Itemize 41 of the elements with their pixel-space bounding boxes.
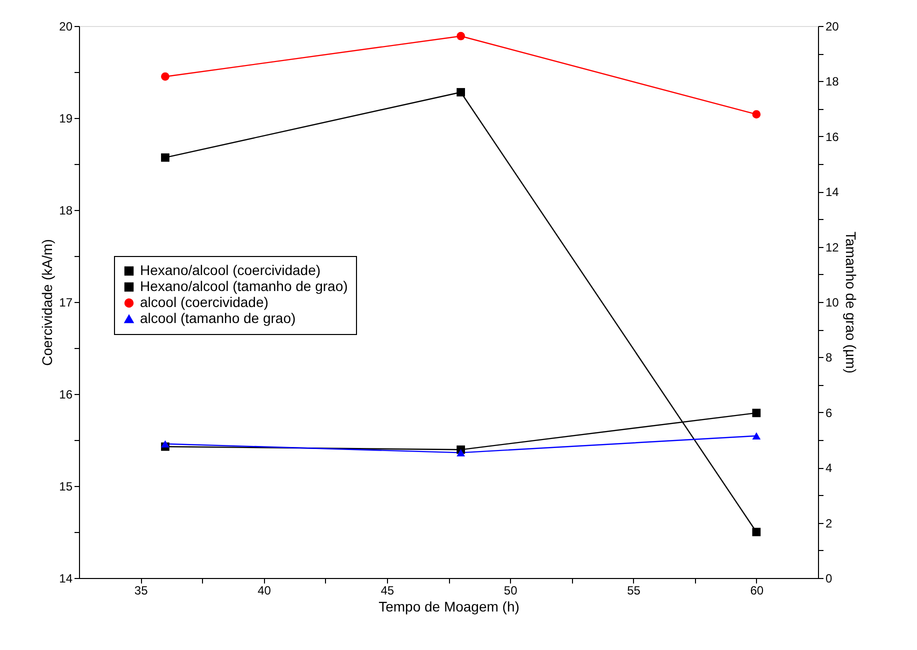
y-axis-title: Coercividade (kA/m) <box>39 239 56 366</box>
legend-label: Hexano/alcool (tamanho de grao) <box>140 278 348 294</box>
y2-tick-label: 12 <box>826 240 840 254</box>
x-tick-label: 50 <box>504 584 518 598</box>
point <box>456 449 465 456</box>
point <box>752 408 761 418</box>
y2-tick-label: 16 <box>826 130 840 144</box>
y-tick-label: 16 <box>59 388 73 402</box>
y2-tick-label: 8 <box>826 350 832 365</box>
y2-tick-label: 6 <box>826 406 832 420</box>
y-tick-label: 15 <box>59 480 73 494</box>
y-tick-label: 19 <box>59 112 73 126</box>
point <box>456 88 465 96</box>
point <box>161 72 170 81</box>
y2-tick-label: 18 <box>826 74 840 89</box>
legend-label: Hexano/alcool (coercividade) <box>140 262 321 278</box>
x-tick-label: 40 <box>258 584 272 598</box>
y2-tick-label: 10 <box>826 296 840 310</box>
point <box>456 32 465 40</box>
y2-axis-title: Tamanho de grao (µm) <box>842 232 859 374</box>
y2-tick-label: 20 <box>826 20 840 34</box>
x-tick-label: 55 <box>627 584 641 598</box>
x-tick-label: 35 <box>134 584 148 598</box>
point <box>752 432 761 440</box>
point <box>161 153 170 162</box>
y-tick-label: 20 <box>59 20 73 34</box>
y2-tick-label: 0 <box>826 572 832 586</box>
legend-label: alcool (tamanho de grao) <box>140 310 296 326</box>
y2-tick-label: 2 <box>826 516 832 530</box>
y-tick-label: 14 <box>59 572 73 586</box>
x-tick-label: 45 <box>380 584 394 598</box>
y-tick-label: 17 <box>59 296 73 310</box>
y2-tick-label: 4 <box>826 461 832 476</box>
y-tick-label: 18 <box>59 204 73 218</box>
y2-tick-label: 14 <box>826 185 840 200</box>
point <box>752 110 761 118</box>
point <box>752 528 761 536</box>
point <box>161 440 170 448</box>
x-axis-title: Tempo de Moagem (h) <box>378 598 520 614</box>
x-tick-label: 60 <box>750 584 764 598</box>
legend-label: alcool (coercividade) <box>140 294 268 310</box>
